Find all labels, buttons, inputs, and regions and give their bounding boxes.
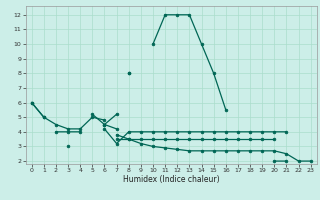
X-axis label: Humidex (Indice chaleur): Humidex (Indice chaleur) [123, 175, 220, 184]
